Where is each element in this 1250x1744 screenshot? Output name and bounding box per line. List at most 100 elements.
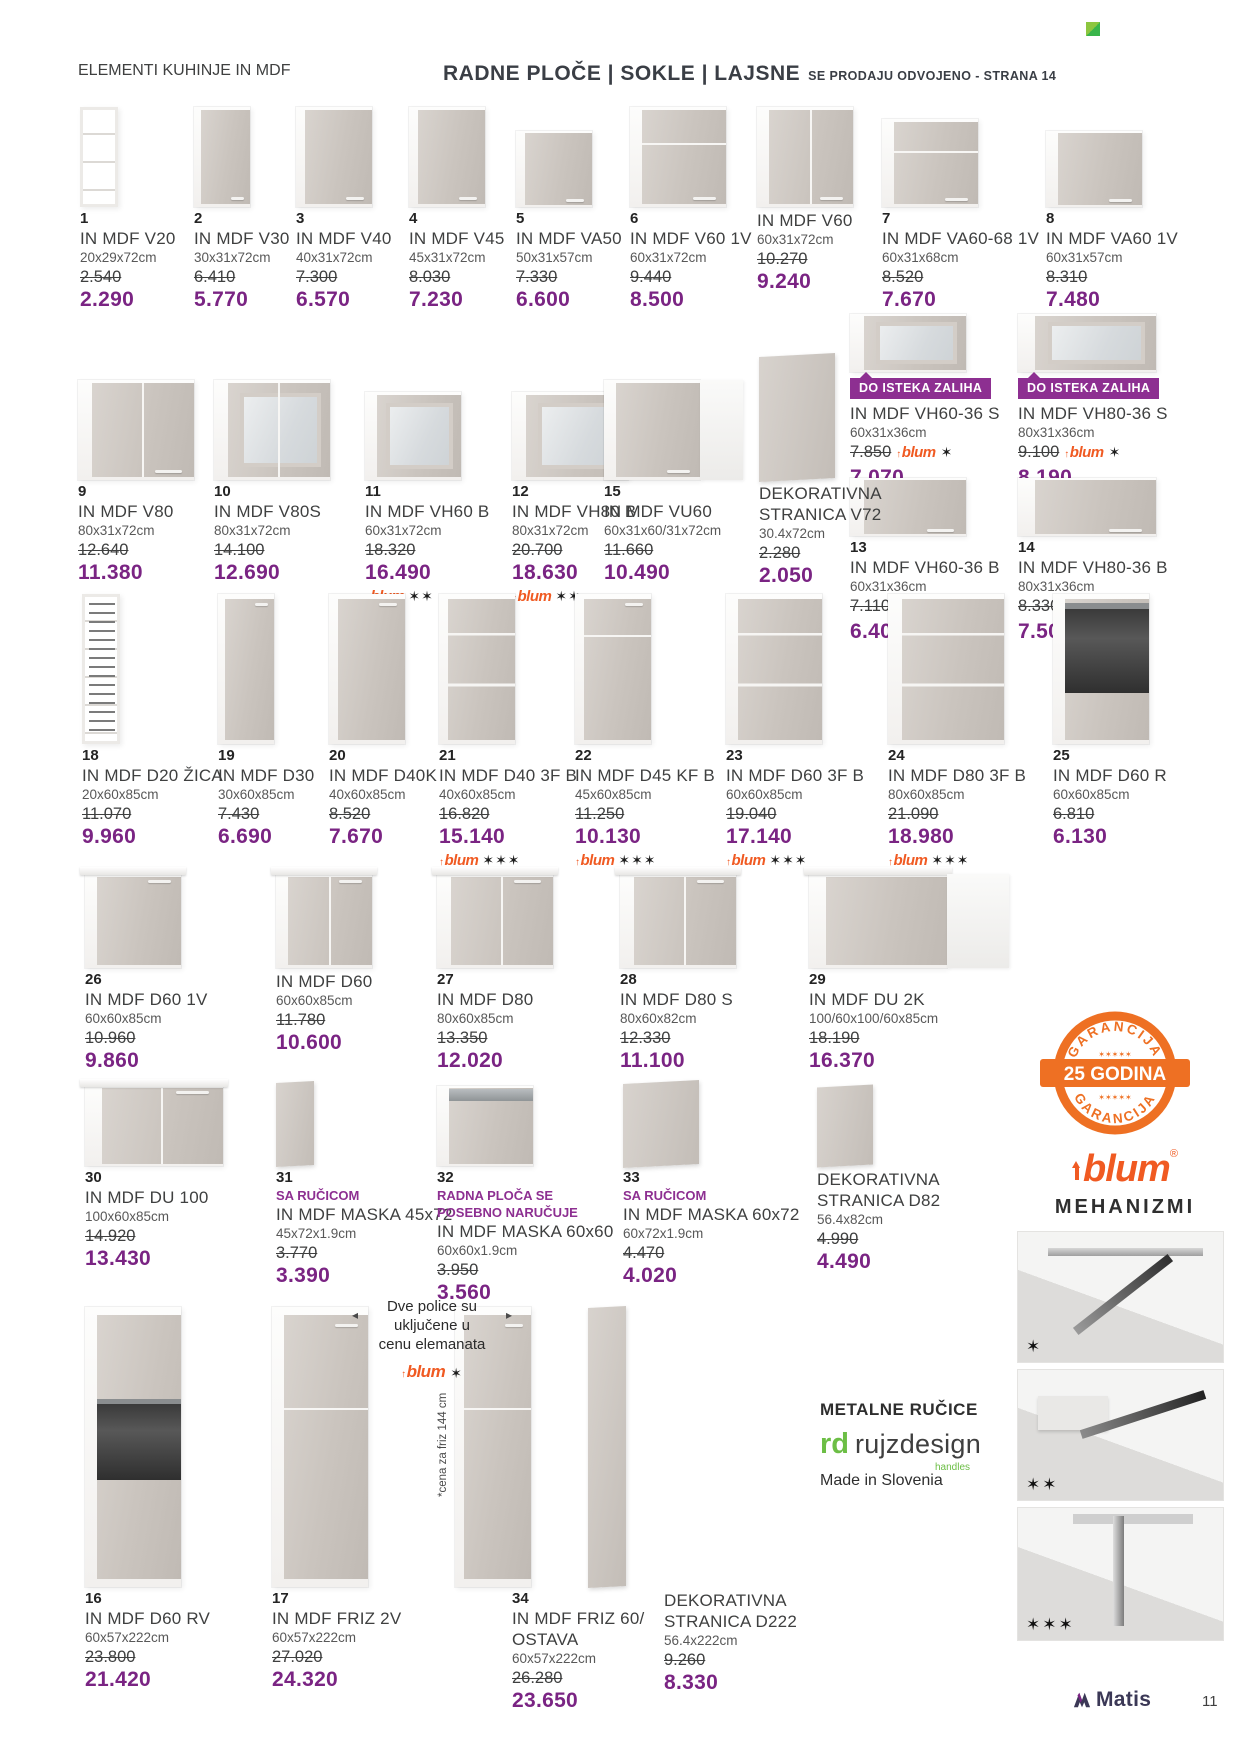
product-cell: 17 IN MDF FRIZ 2V 60x57x222cm 27.020 24.… xyxy=(272,1295,401,1695)
old-price-line: 7.430 xyxy=(218,804,314,824)
new-price: 9.960 xyxy=(82,825,137,848)
product-number: 32 xyxy=(437,1169,454,1186)
product-image xyxy=(630,107,726,207)
product-cell: DEKORATIVNA STRANICA V72 30.4x72cm 2.280… xyxy=(759,330,882,591)
product-dimensions: 30.4x72cm xyxy=(759,526,826,541)
product-dimensions: 60x57x222cm xyxy=(512,1651,597,1666)
product-image-wrap xyxy=(817,1080,940,1168)
old-price-line: 6.810 xyxy=(1053,804,1167,824)
product-image-wrap xyxy=(214,330,330,480)
old-price: 16.820 xyxy=(439,805,490,823)
worktop xyxy=(432,867,558,875)
matis-logo-icon xyxy=(1073,1692,1091,1708)
blum-stars-icon: ✶ xyxy=(940,444,954,460)
product-number: 22 xyxy=(575,747,592,764)
old-price-line: 6.410 xyxy=(194,267,290,287)
rujzdesign-sub: handles xyxy=(935,1462,971,1473)
old-price-line: 2.540 xyxy=(80,267,176,287)
product-name: IN MDF V45 xyxy=(409,229,505,248)
old-price: 12.640 xyxy=(78,541,129,559)
product-image xyxy=(439,594,515,744)
product-dimensions: 45x72x1.9cm xyxy=(276,1226,357,1241)
product-number: 18 xyxy=(82,747,99,764)
worktop xyxy=(271,867,377,875)
product-name: DEKORATIVNA xyxy=(817,1170,940,1189)
page-title: ELEMENTI KUHINJE IN MDF xyxy=(78,62,291,79)
product-image xyxy=(271,867,377,968)
product-image-wrap xyxy=(1018,292,1168,372)
blum-stars-icon: ✶ xyxy=(450,1364,463,1381)
old-price: 11.780 xyxy=(276,1011,326,1029)
cabinet-front xyxy=(893,121,978,205)
old-price: 11.250 xyxy=(575,805,625,823)
cabinet-glass-door xyxy=(239,393,321,467)
wire-basket xyxy=(88,603,115,735)
new-price: 18.630 xyxy=(512,561,579,584)
new-price: 24.320 xyxy=(272,1668,339,1691)
guarantee-stars-top: ✶✶✶✶✶ xyxy=(1098,1050,1132,1059)
product-cell: 6 IN MDF V60 1V 60x31x72cm 9.440 8.500 xyxy=(630,95,752,315)
product-name: IN MDF D20 ŽICA xyxy=(82,766,223,785)
product-dimensions: 60x31x68cm xyxy=(882,250,959,265)
product-cell: 32 RADNA PLOČA SE POSEBNO NARUČUJE IN MD… xyxy=(437,1080,614,1308)
door-handle xyxy=(566,198,585,202)
product-image-wrap xyxy=(80,1079,228,1166)
product-name: IN MDF V80 xyxy=(78,502,174,521)
new-price: 7.230 xyxy=(409,288,464,311)
product-name: IN MDF DU 2K xyxy=(809,990,925,1009)
blum-stars-icon: ✶✶ xyxy=(555,588,581,604)
cabinet-front xyxy=(96,876,181,966)
new-price: 5.770 xyxy=(194,288,249,311)
product-dimensions: 60x31x36cm xyxy=(850,425,927,440)
old-price: 6.410 xyxy=(194,268,236,286)
product-name: IN MDF D60 R xyxy=(1053,766,1167,785)
product-image-wrap xyxy=(623,1080,800,1168)
blum-line: blum ✶✶✶ xyxy=(888,852,1026,869)
door-split-line xyxy=(277,383,280,477)
product-image-wrap xyxy=(296,95,392,207)
old-price-line: 3.770 xyxy=(276,1243,453,1263)
product-image xyxy=(214,380,330,480)
product-cell: 29 IN MDF DU 2K 100/60x100/60x85cm 18.19… xyxy=(804,867,1010,1076)
product-image-wrap xyxy=(759,330,882,482)
cabinet-front xyxy=(825,876,947,966)
product-dimensions: 30x31x72cm xyxy=(194,250,271,265)
cabinet-front xyxy=(641,110,726,204)
matis-brand-text: Matis xyxy=(1096,1688,1152,1711)
product-number: 28 xyxy=(620,971,637,988)
product-cell: 15 IN MDF VU60 60x31x60/31x72cm 11.660 1… xyxy=(604,330,744,588)
product-cell: IN MDF D60 60x60x85cm 11.780 10.600 xyxy=(271,867,377,1058)
product-name: IN MDF D30 xyxy=(218,766,315,785)
product-image xyxy=(817,1084,873,1168)
product-image-wrap xyxy=(804,867,1010,968)
new-price: 9.240 xyxy=(757,270,812,293)
product-name: IN MDF V60 xyxy=(757,211,853,230)
rail-mechanism-icon xyxy=(1113,1516,1124,1626)
product-dimensions: 60x31x72cm xyxy=(630,250,707,265)
product-number: 13 xyxy=(850,539,867,556)
product-name: IN MDF D80 xyxy=(437,990,534,1009)
product-name: IN MDF MASKA 60x72 xyxy=(623,1205,800,1224)
product-image-wrap xyxy=(882,95,1039,207)
product-dimensions: 60x31x72cm xyxy=(757,232,834,247)
old-price: 20.700 xyxy=(512,541,563,559)
product-cell: 18 IN MDF D20 ŽICA 20x60x85cm 11.070 9.9… xyxy=(82,560,223,852)
product-cell: 19 IN MDF D30 30x60x85cm 7.430 6.690 xyxy=(218,560,314,852)
product-dimensions: 60x31x60/31x72cm xyxy=(604,523,722,538)
product-image-wrap xyxy=(194,95,290,207)
left-arrow-icon: ◂ xyxy=(352,1308,359,1322)
product-image-wrap xyxy=(272,1295,401,1587)
product-cell: DEKORATIVNA STRANICA D222 56.4x222cm 9.2… xyxy=(588,1295,797,1698)
oven-front xyxy=(96,1399,181,1480)
product-name: DEKORATIVNA xyxy=(759,484,882,503)
new-price: 12.690 xyxy=(214,561,281,584)
product-image xyxy=(615,867,741,968)
product-name: IN MDF VH60-36 B xyxy=(850,558,1000,577)
new-price: 9.860 xyxy=(85,1049,140,1072)
door-split-line xyxy=(464,1407,531,1410)
cabinet-front xyxy=(464,1315,531,1579)
product-dimensions: 30x60x85cm xyxy=(218,787,295,802)
product-cell: 34 IN MDF FRIZ 60/ OSTAVA 60x57x222cm 26… xyxy=(455,1295,644,1716)
product-cell: 23 IN MDF D60 3F B 60x60x85cm 19.040 17.… xyxy=(726,560,864,869)
door-handle xyxy=(1109,528,1143,532)
